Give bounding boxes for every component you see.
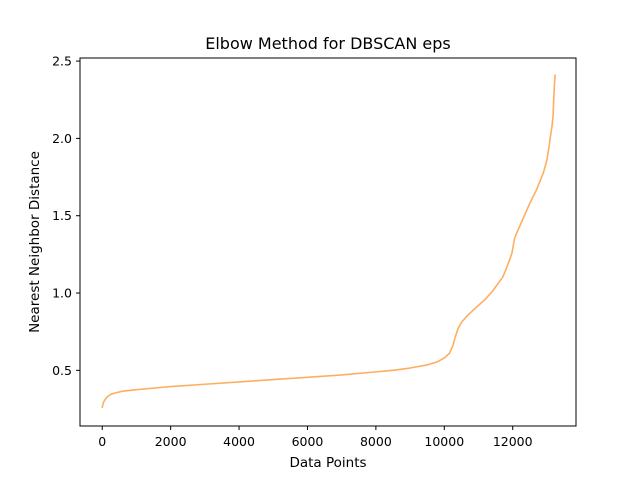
- x-tick-label: 0: [98, 434, 106, 449]
- x-tick-label: 2000: [155, 434, 187, 449]
- y-tick-label: 1.5: [52, 208, 72, 223]
- x-tick-label: 12000: [493, 434, 533, 449]
- plot-area: [79, 57, 577, 427]
- y-axis-label: Nearest Neighbor Distance: [27, 151, 43, 333]
- x-axis: 0 2000 4000 6000 8000 10000 12000: [98, 426, 533, 449]
- x-tick-label: 8000: [360, 434, 392, 449]
- x-tick-label: 6000: [292, 434, 324, 449]
- y-tick-label: 1.0: [52, 286, 72, 301]
- y-tick-label: 0.5: [52, 363, 72, 378]
- plot-frame: [79, 57, 577, 427]
- y-axis: 0.5 1.0 1.5 2.0 2.5: [52, 54, 80, 378]
- data-layer: [101, 74, 556, 409]
- series-line-0: [101, 74, 556, 409]
- y-tick-label: 2.5: [52, 54, 72, 69]
- x-tick-label: 4000: [223, 434, 255, 449]
- plot-background: [80, 58, 576, 426]
- x-tick-label: 10000: [424, 434, 464, 449]
- chart-title: Elbow Method for DBSCAN eps: [205, 34, 451, 53]
- y-tick-label: 2.0: [52, 131, 72, 146]
- x-axis-label: Data Points: [289, 455, 366, 471]
